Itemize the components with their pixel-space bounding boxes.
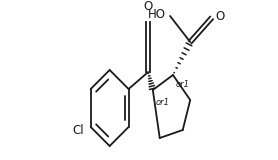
Text: O: O: [143, 0, 153, 13]
Text: O: O: [215, 11, 225, 24]
Text: Cl: Cl: [72, 124, 84, 136]
Text: or1: or1: [175, 80, 189, 89]
Text: HO: HO: [147, 8, 165, 20]
Text: or1: or1: [156, 98, 170, 107]
